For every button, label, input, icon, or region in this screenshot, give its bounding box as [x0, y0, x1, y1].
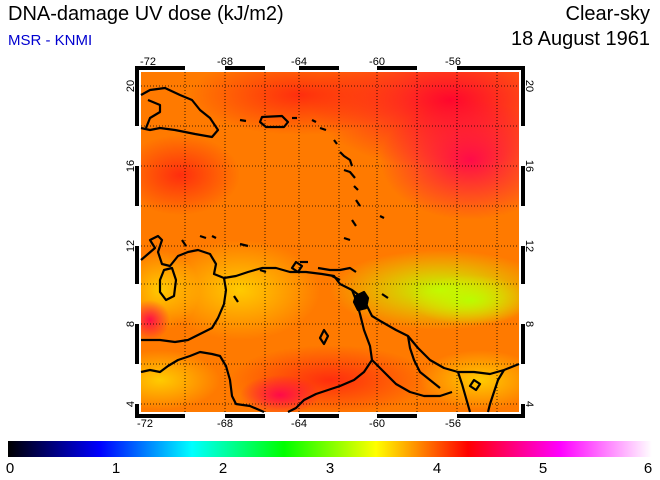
lon-label: -64	[291, 56, 307, 68]
lat-label: 12	[523, 240, 535, 252]
lat-label: 8	[125, 321, 137, 327]
lon-label: -60	[369, 56, 385, 68]
lon-labels-bottom: -72 -68 -64 -60 -56	[137, 418, 461, 430]
colorbar-label: 2	[218, 460, 228, 477]
lon-label: -68	[217, 56, 233, 68]
source-label: MSR - KNMI	[8, 32, 93, 49]
graticule	[141, 72, 519, 412]
colorbar-label: 3	[325, 460, 335, 477]
lat-label: 20	[523, 80, 535, 92]
colorbar-label: 0	[5, 460, 15, 477]
lat-label: 4	[125, 401, 137, 407]
sky-condition: Clear-sky	[565, 3, 650, 25]
lat-label: 20	[125, 80, 137, 92]
lat-labels-right: 20 16 12 8 4	[523, 80, 535, 407]
uv-dose-map: -72 -68 -64 -60 -56 -72 -68 -64 -60 -56 …	[125, 56, 535, 430]
lon-label: -72	[137, 418, 153, 430]
lon-label: -56	[445, 56, 461, 68]
lon-label: -72	[140, 56, 156, 68]
lat-labels-left: 20 16 12 8 4	[125, 80, 137, 407]
lat-label: 4	[523, 401, 535, 407]
lat-label: 8	[523, 321, 535, 327]
lat-label: 16	[523, 160, 535, 172]
uv-field	[141, 72, 519, 412]
lon-labels-top: -72 -68 -64 -60 -56	[140, 56, 461, 68]
lon-label: -64	[291, 418, 307, 430]
lat-label: 12	[125, 240, 137, 252]
uv-colorbar	[8, 441, 652, 457]
lon-label: -68	[217, 418, 233, 430]
lon-label: -56	[445, 418, 461, 430]
lat-label: 16	[125, 160, 137, 172]
map-title: DNA-damage UV dose (kJ/m2)	[8, 3, 284, 25]
frame-ticks	[135, 66, 525, 418]
map-date: 18 August 1961	[510, 28, 650, 50]
colorbar-label: 4	[432, 460, 442, 477]
lon-label: -60	[369, 418, 385, 430]
colorbar-label: 6	[643, 460, 653, 477]
colorbar-label: 5	[538, 460, 548, 477]
coastlines	[140, 86, 520, 414]
colorbar-label: 1	[111, 460, 121, 477]
